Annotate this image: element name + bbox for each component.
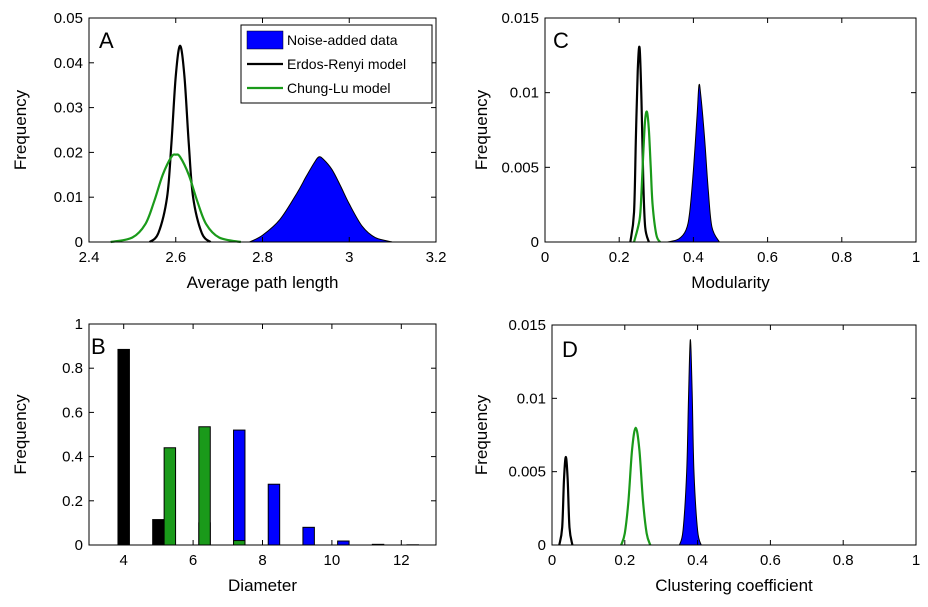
panel-letter: A: [99, 28, 114, 53]
x-tick-label: 6: [189, 552, 197, 569]
bar-noise-added-data-10: [337, 540, 350, 546]
panel-letter: B: [91, 334, 106, 359]
legend-noise-added-data-swatch: [246, 30, 284, 50]
y-axis-label: Frequency: [11, 394, 30, 475]
x-tick-label: 3.2: [426, 249, 447, 266]
x-tick-label: 3: [345, 249, 353, 266]
bar-noise-added-data-7: [233, 429, 246, 546]
series-chung-lu-model: [110, 153, 242, 244]
panel-letter: D: [562, 337, 578, 362]
x-axis-label: Modularity: [691, 273, 770, 292]
panel-a: 2.4 2.6 2.8 3 3.2 0 0.01 0.02 0.03 0.04 0.05 Averag…: [11, 10, 446, 292]
y-tick-label: 0.4: [62, 449, 83, 466]
axes-box: [88, 323, 437, 546]
series-noise-added-data: [678, 339, 702, 546]
y-tick-label: 0.005: [508, 464, 546, 481]
y-tick-label: 0: [531, 234, 539, 251]
x-tick-label: 0.8: [831, 249, 852, 266]
bar-chung-lu-model-6: [198, 426, 211, 546]
x-tick-label: 0: [541, 249, 549, 266]
y-axis-label: Frequency: [472, 394, 491, 475]
y-tick-label: 0.015: [508, 317, 546, 334]
panel-b: 4 6 8 10 12 0 0.2 0.4 0.6 0.8 1 Diameter Frequency B: [11, 316, 437, 595]
bar-erdos-renyi-model-5: [152, 519, 165, 546]
x-tick-label: 2.4: [79, 249, 100, 266]
y-tick-label: 0: [75, 537, 83, 554]
x-tick-label: 0.2: [614, 552, 635, 569]
y-tick-label: 0.02: [54, 144, 83, 161]
y-tick-label: 0.005: [501, 159, 539, 176]
y-tick-label: 0.015: [501, 10, 539, 27]
x-axis-label: Diameter: [228, 576, 297, 595]
x-tick-label: 8: [258, 552, 266, 569]
x-tick-label: 0.2: [609, 249, 630, 266]
y-tick-label: 0: [75, 234, 83, 251]
bar-noise-added-data-8: [267, 483, 281, 546]
series-erdos-renyi-model: [148, 44, 212, 243]
x-tick-label: 1: [912, 249, 920, 266]
y-tick-label: 0.01: [517, 390, 546, 407]
series-noise-added-data: [667, 83, 721, 243]
bar-noise-added-data-9: [302, 526, 315, 546]
legend: Noise-added data Erdos-Renyi model Chung-L…: [240, 24, 433, 104]
series-erdos-renyi-model: [558, 455, 574, 546]
y-axis-label: Frequency: [11, 89, 30, 170]
y-tick-label: 0: [538, 537, 546, 554]
bar-chung-lu-model-7: [233, 540, 246, 546]
x-tick-label: 0.6: [757, 249, 778, 266]
x-tick-label: 0.4: [683, 249, 704, 266]
x-tick-label: 0.8: [833, 552, 854, 569]
y-tick-label: 0.04: [54, 55, 83, 72]
x-tick-label: 4: [120, 552, 128, 569]
legend-chung-lu-model-label: Chung-Lu model: [287, 80, 391, 96]
x-tick-label: 0.4: [687, 552, 708, 569]
axes-box: [551, 324, 917, 546]
bar-chung-lu-model-5: [163, 447, 177, 546]
x-tick-label: 10: [324, 552, 341, 569]
panel-c: 0 0.2 0.4 0.6 0.8 1 0 0.005 0.01 0.015 Modularity F…: [472, 10, 920, 292]
y-tick-label: 0.6: [62, 404, 83, 421]
x-axis-label: Average path length: [187, 273, 339, 292]
panel-letter: C: [553, 28, 569, 53]
bar-erdos-renyi-model-4: [117, 348, 130, 546]
x-tick-label: 0: [548, 552, 556, 569]
x-tick-label: 1: [912, 552, 920, 569]
y-axis-label: Frequency: [472, 89, 491, 170]
y-tick-label: 1: [75, 316, 83, 333]
x-axis-label: Clustering coefficient: [655, 576, 813, 595]
y-tick-label: 0.01: [510, 85, 539, 102]
axes-box: [544, 17, 917, 243]
y-tick-label: 0.03: [54, 100, 83, 117]
legend-noise-added-data-label: Noise-added data: [287, 32, 398, 48]
x-tick-label: 2.8: [252, 249, 273, 266]
y-tick-label: 0.2: [62, 493, 83, 510]
x-tick-label: 12: [393, 552, 410, 569]
series-erdos-renyi-model: [629, 45, 650, 243]
x-tick-label: 0.6: [760, 552, 781, 569]
panel-d: 0 0.2 0.4 0.6 0.8 1 0 0.005 0.01 0.015 Clustering …: [472, 317, 920, 595]
series-noise-added-data: [249, 156, 393, 243]
x-tick-label: 2.6: [165, 249, 186, 266]
series-chung-lu-model: [632, 110, 661, 243]
y-tick-label: 0.05: [54, 10, 83, 27]
legend-erdos-renyi-model-label: Erdos-Renyi model: [287, 56, 406, 72]
y-tick-label: 0.8: [62, 360, 83, 377]
series-chung-lu-model: [620, 426, 652, 546]
y-tick-label: 0.01: [54, 189, 83, 206]
